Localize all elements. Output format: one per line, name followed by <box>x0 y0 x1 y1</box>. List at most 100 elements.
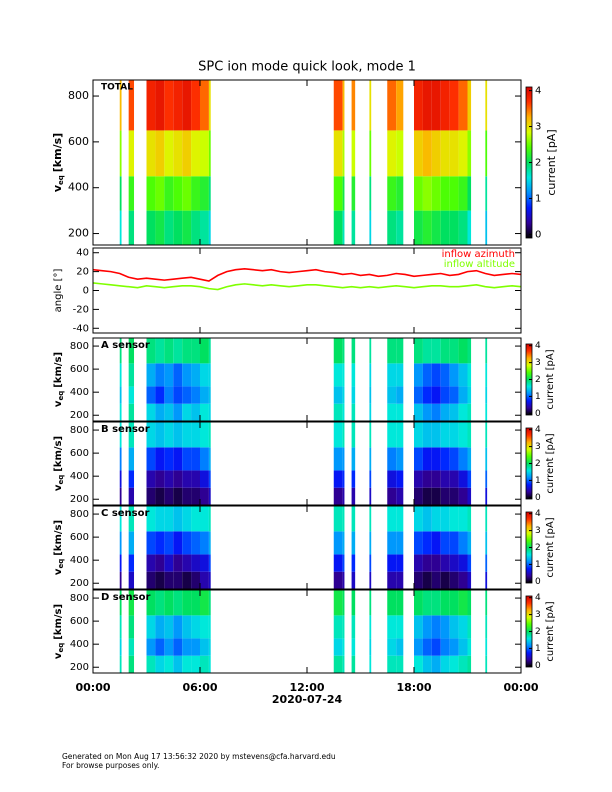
heatmap-cell <box>485 422 488 448</box>
heatmap-cell <box>387 590 397 616</box>
heatmap-cell <box>191 655 200 673</box>
heatmap-cell <box>208 338 211 364</box>
heatmap-cell <box>173 386 183 404</box>
legend-entry: inflow altitude <box>444 259 515 270</box>
heatmap-cell <box>387 80 397 131</box>
heatmap-cell <box>351 447 356 471</box>
heatmap-cell <box>182 210 192 245</box>
heatmap-cell <box>208 130 211 177</box>
heatmap-cell <box>119 80 122 131</box>
heatmap-cell <box>369 386 372 404</box>
heatmap-cell <box>119 422 122 448</box>
heatmap-cell <box>369 554 372 572</box>
heatmap-cell <box>128 447 135 471</box>
heatmap-cell <box>173 176 183 211</box>
heatmap-cell <box>208 386 211 404</box>
heatmap-cell <box>191 130 200 177</box>
heatmap-cell <box>485 638 488 656</box>
heatmap-cell <box>164 210 174 245</box>
colorbar-tick-label: 0 <box>535 661 541 671</box>
heatmap-cell <box>155 615 165 639</box>
x-tick-label: 00:00 <box>75 681 110 694</box>
heatmap-cell <box>164 554 174 572</box>
heatmap-cell <box>369 571 372 589</box>
heatmap-cell <box>422 655 432 673</box>
panel-label: D sensor <box>101 592 150 603</box>
heatmap-cell <box>342 506 345 532</box>
y-tick-label: 800 <box>70 593 89 604</box>
heatmap-cell <box>164 487 174 505</box>
heatmap-cell <box>458 655 468 673</box>
y-axis-label-unit: [km/s] <box>51 133 64 172</box>
heatmap-cell <box>396 615 404 639</box>
heatmap-cell <box>485 470 488 488</box>
heatmap-cell <box>182 363 192 387</box>
heatmap-cell <box>155 80 165 131</box>
y-tick-label: 0 <box>83 286 89 297</box>
heatmap-cell <box>200 130 209 177</box>
heatmap-cell <box>208 176 211 211</box>
heatmap-cell <box>173 130 183 177</box>
heatmap-cell <box>146 447 156 471</box>
heatmap-cell <box>369 422 372 448</box>
heatmap-cell <box>155 403 165 421</box>
heatmap-cell <box>191 638 200 656</box>
heatmap-cell <box>396 422 404 448</box>
heatmap-cell <box>351 338 356 364</box>
y-tick-label: 400 <box>68 181 89 194</box>
heatmap-cell <box>155 655 165 673</box>
colorbar-tick-label: 0 <box>535 409 541 419</box>
heatmap-cell <box>449 403 459 421</box>
heatmap-cell <box>342 80 345 131</box>
heatmap-cell <box>200 638 209 656</box>
colorbar-tick-label: 0 <box>535 229 541 240</box>
heatmap-cell <box>396 210 404 245</box>
heatmap-cell <box>182 130 192 177</box>
heatmap-cell <box>155 422 165 448</box>
heatmap-cell <box>431 447 441 471</box>
heatmap-cell <box>155 554 165 572</box>
heatmap-cell <box>449 487 459 505</box>
heatmap-cell <box>396 363 404 387</box>
heatmap-cell <box>128 403 135 421</box>
heatmap-cell <box>449 655 459 673</box>
heatmap-cell <box>351 506 356 532</box>
heatmap-cell <box>342 554 345 572</box>
heatmap-cell <box>128 655 135 673</box>
colorbar-label: current [pA] <box>545 601 556 661</box>
heatmap-cell <box>173 210 183 245</box>
heatmap-cell <box>485 447 488 471</box>
heatmap-cell <box>449 615 459 639</box>
heatmap-cell <box>208 571 211 589</box>
colorbar-tick-label: 3 <box>535 610 541 620</box>
heatmap-cell <box>431 80 441 131</box>
heatmap-cell <box>173 422 183 448</box>
heatmap-cell <box>431 554 441 572</box>
heatmap-cell <box>387 655 397 673</box>
heatmap-cell <box>182 447 192 471</box>
heatmap-cell <box>369 615 372 639</box>
y-tick-label: 40 <box>76 248 89 259</box>
heatmap-cell <box>387 554 397 572</box>
heatmap-cell <box>440 403 450 421</box>
heatmap-cell <box>119 571 122 589</box>
heatmap-cell <box>387 487 397 505</box>
panel-label: A sensor <box>101 340 150 351</box>
heatmap-cell <box>414 571 423 589</box>
heatmap-cell <box>467 130 472 177</box>
heatmap-cell <box>431 386 441 404</box>
heatmap-cell <box>119 176 122 211</box>
y-tick-label: 600 <box>70 532 89 543</box>
heatmap-cell <box>467 487 472 505</box>
legend-entry: inflow azimuth <box>442 249 515 260</box>
colorbar-tick-label: 0 <box>535 577 541 587</box>
heatmap-cell <box>182 487 192 505</box>
heatmap-cell <box>200 655 209 673</box>
heatmap-cell <box>458 363 468 387</box>
heatmap-cell <box>458 176 468 211</box>
heatmap-cell <box>119 210 122 245</box>
heatmap-cell <box>414 554 423 572</box>
heatmap-cell <box>333 363 343 387</box>
y-tick-label: 200 <box>70 578 89 589</box>
heatmap-cell <box>128 571 135 589</box>
